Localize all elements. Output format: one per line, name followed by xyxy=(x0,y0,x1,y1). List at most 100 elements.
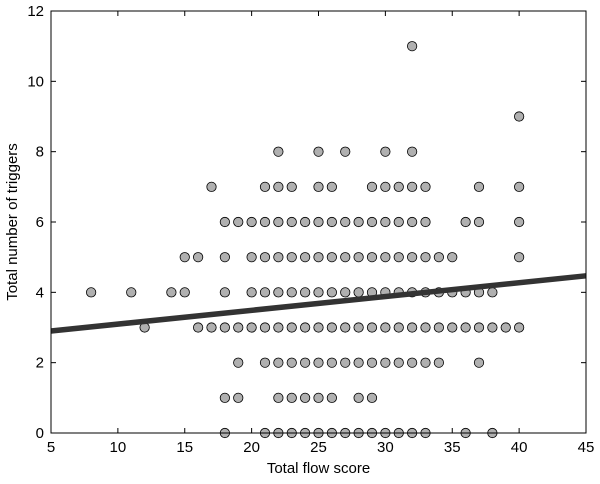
data-point xyxy=(353,322,364,333)
data-point xyxy=(286,357,297,368)
data-point xyxy=(366,357,378,368)
y-tick-label: 8 xyxy=(36,144,44,161)
data-point xyxy=(273,252,284,263)
data-point xyxy=(273,392,284,403)
data-point xyxy=(219,252,230,263)
data-point xyxy=(313,392,324,403)
x-tick-label: 35 xyxy=(444,439,461,456)
data-points xyxy=(86,41,525,439)
data-point xyxy=(179,287,190,298)
x-tick-label: 15 xyxy=(176,439,193,456)
data-point xyxy=(219,287,230,298)
data-point xyxy=(326,357,337,368)
data-point xyxy=(326,216,337,228)
data-point xyxy=(259,357,271,368)
data-point xyxy=(340,216,351,228)
regression-line-group xyxy=(50,273,587,334)
data-point xyxy=(273,146,284,157)
data-point xyxy=(313,287,324,298)
data-point xyxy=(473,216,485,228)
data-point xyxy=(340,146,351,157)
x-tick-label: 25 xyxy=(310,439,327,456)
data-point xyxy=(407,252,418,263)
data-point xyxy=(286,287,297,298)
data-point xyxy=(286,181,297,192)
data-point xyxy=(380,146,391,157)
data-point xyxy=(313,322,324,333)
data-point xyxy=(233,392,244,403)
data-point xyxy=(326,322,337,333)
data-point xyxy=(487,287,498,298)
x-tick-label: 45 xyxy=(578,439,595,456)
data-point xyxy=(380,216,391,228)
data-point xyxy=(487,322,498,333)
data-point xyxy=(326,287,337,298)
data-point xyxy=(420,357,431,368)
data-point xyxy=(393,216,404,228)
data-point xyxy=(206,181,217,192)
data-point xyxy=(353,392,364,403)
data-point xyxy=(514,252,525,263)
data-point xyxy=(233,216,244,228)
data-point xyxy=(326,392,337,403)
x-axis-label: Total flow score xyxy=(267,460,370,477)
data-point xyxy=(393,181,404,192)
data-point xyxy=(273,216,284,228)
y-axis-label: Total number of triggers xyxy=(4,143,21,301)
data-point xyxy=(473,357,485,368)
data-point xyxy=(393,252,404,263)
data-point xyxy=(286,322,297,333)
data-point xyxy=(393,357,404,368)
data-point xyxy=(340,252,351,263)
regression-line xyxy=(50,273,587,334)
tick-labels: 5 10 15 20 25 30 35 40 45 0 2 4 6 8 10 12 xyxy=(27,3,594,456)
data-point xyxy=(393,322,404,333)
data-point xyxy=(286,252,297,263)
x-tick-label: 40 xyxy=(511,439,528,456)
data-point xyxy=(126,287,137,298)
data-point xyxy=(286,392,297,403)
data-point xyxy=(447,252,458,263)
data-point xyxy=(259,287,271,298)
data-point xyxy=(219,216,230,228)
data-point xyxy=(206,322,217,333)
y-tick-label: 4 xyxy=(36,284,44,301)
data-point xyxy=(514,181,525,192)
data-point xyxy=(473,322,485,333)
data-point xyxy=(407,357,418,368)
data-point xyxy=(380,322,391,333)
data-point xyxy=(313,181,324,192)
data-point xyxy=(300,252,311,263)
data-point xyxy=(86,287,97,298)
data-point xyxy=(219,322,230,333)
data-point xyxy=(193,322,204,333)
data-point xyxy=(460,322,471,333)
data-point xyxy=(313,216,324,228)
data-point xyxy=(313,146,324,157)
data-point xyxy=(380,357,391,368)
data-point xyxy=(273,287,284,298)
data-point xyxy=(219,392,230,403)
data-point xyxy=(407,322,418,333)
y-tick-label: 0 xyxy=(36,425,44,442)
data-point xyxy=(259,216,271,228)
data-point xyxy=(166,287,177,298)
data-point xyxy=(420,322,431,333)
x-tick-label: 20 xyxy=(243,439,260,456)
plot-frame xyxy=(50,10,587,434)
data-point xyxy=(300,392,311,403)
data-point xyxy=(233,322,244,333)
data-point xyxy=(300,216,311,228)
data-point xyxy=(193,252,204,263)
data-point xyxy=(366,216,378,228)
x-tick-label: 30 xyxy=(377,439,394,456)
data-point xyxy=(514,111,525,122)
data-point xyxy=(353,216,364,228)
data-point xyxy=(340,357,351,368)
data-point xyxy=(460,216,471,228)
data-point xyxy=(313,252,324,263)
data-point xyxy=(340,322,351,333)
data-point xyxy=(233,357,244,368)
